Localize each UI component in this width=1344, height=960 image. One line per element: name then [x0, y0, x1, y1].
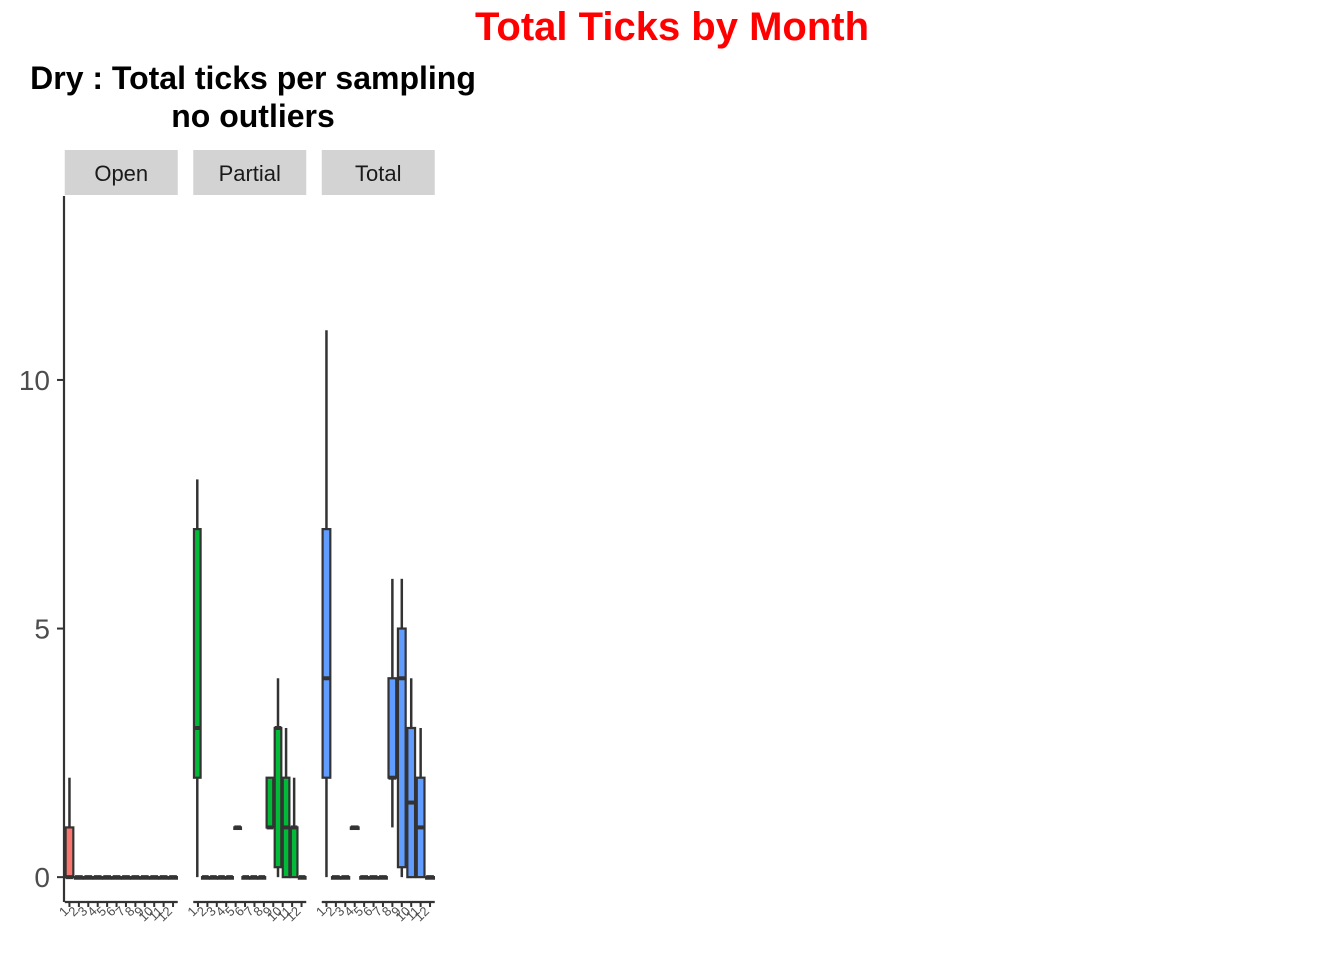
chart-title: Total Ticks by Month [475, 5, 869, 49]
panel-title: Dry : Total ticks per sampling no outlier… [30, 60, 476, 134]
box-total-1 [321, 528, 332, 779]
facet-strip-label: Total [355, 161, 401, 186]
box-total-9 [396, 627, 407, 869]
facet-strip [321, 150, 435, 195]
y-tick-label: 0 [34, 862, 50, 893]
chart-panel-1: Dry : Total ticks per sampling no outlier… [19, 60, 476, 924]
facet-strip [193, 150, 307, 195]
y-tick-label: 5 [34, 614, 50, 645]
panel-title-line: Dry : Total ticks per sampling [30, 60, 476, 96]
box-partial-11 [273, 726, 283, 869]
box-partial-13 [289, 826, 299, 879]
chart-panels: Dry : Total ticks per sampling no outlier… [19, 60, 476, 924]
box-partial-10 [265, 776, 275, 829]
facet-strip-label: Partial [219, 161, 281, 186]
facet-strip-label: Open [94, 161, 148, 186]
panel-title-line: no outliers [171, 98, 335, 134]
box-total-8 [387, 677, 398, 779]
facet-strip [64, 150, 178, 195]
y-tick-label: 10 [19, 365, 50, 396]
box-partial-1 [192, 528, 202, 779]
box-open-1 [64, 826, 75, 879]
